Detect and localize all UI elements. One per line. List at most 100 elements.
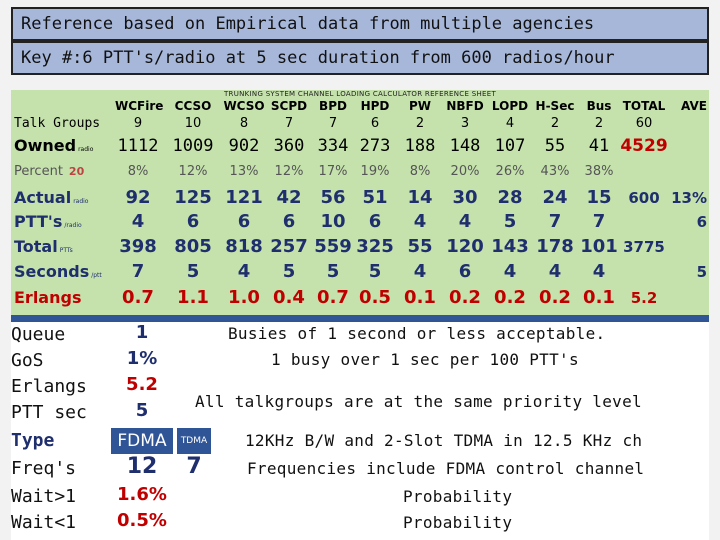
table-cell: 20% bbox=[450, 164, 480, 179]
queue-label: Queue bbox=[11, 324, 66, 345]
note-busies-1: Busies of 1 second or less acceptable. bbox=[228, 324, 606, 343]
table-cell: 7 bbox=[131, 261, 145, 282]
total-header: TOTAL bbox=[622, 99, 666, 113]
column-header-row: WCFire CCSO WCSO SCPD BPD HPD PW NBFD LOPD H-Sec B… bbox=[11, 94, 709, 118]
table-cell: 10 bbox=[184, 116, 202, 131]
table-cell: 1.1 bbox=[177, 287, 209, 308]
table-cell: 6 bbox=[237, 211, 251, 232]
table-cell: 4 bbox=[131, 211, 145, 232]
ptts-row: PTT's/radio 4 6 6 6 10 6 4 4 5 7 7 6 bbox=[11, 210, 709, 234]
table-cell: 4 bbox=[548, 261, 562, 282]
table-cell: 55 bbox=[407, 236, 433, 257]
gos-label: GoS bbox=[11, 350, 44, 371]
note-priority: All talkgroups are at the same priority … bbox=[195, 392, 642, 411]
table-cell: 334 bbox=[317, 136, 349, 156]
percent-row: Percent 20 8% 12% 13% 12% 17% 19% 8% 20% 26% 43% 38% bbox=[11, 160, 709, 184]
table-cell: 5 bbox=[368, 261, 382, 282]
table-cell: 6 bbox=[370, 116, 380, 131]
table-cell: 8% bbox=[409, 164, 431, 179]
table-cell: 8 bbox=[239, 116, 249, 131]
column-header: BPD bbox=[319, 99, 347, 113]
table-cell: 0.2 bbox=[449, 287, 481, 308]
row-label-text: Owned bbox=[14, 136, 77, 155]
table-cell: 1112 bbox=[117, 136, 159, 156]
divider-strip bbox=[11, 315, 709, 323]
table-cell: 559 bbox=[314, 236, 352, 257]
column-header: CCSO bbox=[174, 99, 212, 113]
row-label-text: Total bbox=[14, 237, 58, 256]
note-probability-1: Probability bbox=[403, 487, 513, 506]
table-cell: 5 bbox=[186, 261, 200, 282]
table-cell: 4 bbox=[237, 261, 251, 282]
column-header: WCFire bbox=[115, 99, 164, 113]
erlangs-label: Erlangs bbox=[11, 376, 87, 397]
table-cell: 121 bbox=[225, 187, 263, 208]
actual-row: Actual radio 92 125 121 42 56 51 14 30 28 24 15 600 13… bbox=[11, 186, 709, 210]
table-cell: 7 bbox=[328, 116, 338, 131]
table-cell: 10 bbox=[320, 211, 346, 232]
row-label-number: 20 bbox=[68, 165, 85, 178]
table-cell: 4 bbox=[413, 261, 427, 282]
table-cell: 6 bbox=[368, 211, 382, 232]
table-cell: 41 bbox=[588, 136, 610, 156]
table-cell: 5 bbox=[282, 261, 296, 282]
table-cell: 24 bbox=[542, 187, 568, 208]
column-header: PW bbox=[408, 99, 432, 113]
table-cell: 101 bbox=[580, 236, 618, 257]
row-label-text: Erlangs bbox=[14, 288, 82, 307]
table-cell: 4 bbox=[592, 261, 606, 282]
table-cell: 3 bbox=[460, 116, 470, 131]
table-cell: 143 bbox=[491, 236, 529, 257]
ptt-sec-value: 5 bbox=[135, 400, 149, 421]
erlangs-row: Erlangs 0.7 1.1 1.0 0.4 0.7 0.5 0.1 0.2 0.2 0.2 0.1… bbox=[11, 286, 709, 310]
table-cell: 360 bbox=[273, 136, 305, 156]
wait-gt-value: 1.6% bbox=[117, 484, 167, 505]
table-cell: 8% bbox=[127, 164, 149, 179]
table-cell: 805 bbox=[174, 236, 212, 257]
ave-cell: 13% bbox=[671, 189, 707, 207]
table-cell: 6 bbox=[282, 211, 296, 232]
table-cell: 9 bbox=[133, 116, 143, 131]
summary-panel: Queue 1 GoS 1% Erlangs 5.2 PTT sec 5 Typ… bbox=[11, 322, 709, 540]
erlangs-value: 5.2 bbox=[126, 374, 158, 395]
table-cell: 273 bbox=[359, 136, 391, 156]
table-caption: TRUNKING SYSTEM CHANNEL LOADING CALCULAT… bbox=[223, 90, 497, 98]
table-cell: 398 bbox=[119, 236, 157, 257]
table-cell: 902 bbox=[228, 136, 260, 156]
freqs-label: Freq's bbox=[11, 458, 77, 479]
table-cell: 13% bbox=[229, 164, 259, 179]
table-cell: 325 bbox=[356, 236, 394, 257]
table-cell: 2 bbox=[594, 116, 604, 131]
talk-groups-row: Talk Groups 9 10 8 7 7 6 2 3 4 2 2 60 bbox=[11, 112, 709, 136]
wait-lt-label: Wait<1 bbox=[11, 512, 77, 533]
key-header: Key #:6 PTT's/radio at 5 sec duration fr… bbox=[11, 41, 709, 75]
table-cell: 257 bbox=[270, 236, 308, 257]
row-label: Erlangs bbox=[14, 286, 81, 310]
column-header: Bus bbox=[586, 99, 612, 113]
row-label-unit: radio bbox=[73, 198, 89, 205]
wait-gt-label: Wait>1 bbox=[11, 486, 77, 507]
table-cell: 818 bbox=[225, 236, 263, 257]
table-cell: 4 bbox=[458, 211, 472, 232]
table-cell: 7 bbox=[284, 116, 294, 131]
row-label: Percent 20 bbox=[14, 160, 84, 184]
row-label-unit: PTTs bbox=[59, 247, 73, 254]
table-cell: 4 bbox=[413, 211, 427, 232]
table-cell: 0.5 bbox=[359, 287, 391, 308]
ave-header: AVE bbox=[681, 99, 707, 113]
gos-value: 1% bbox=[126, 348, 158, 369]
calculator-table: TRUNKING SYSTEM CHANNEL LOADING CALCULAT… bbox=[11, 90, 709, 315]
reference-header-text: Reference based on Empirical data from m… bbox=[21, 14, 595, 34]
table-cell: 6 bbox=[458, 261, 472, 282]
table-cell: 26% bbox=[495, 164, 525, 179]
table-cell: 0.1 bbox=[404, 287, 436, 308]
row-label-text: Percent bbox=[14, 164, 63, 179]
total-row: Total PTTs 398 805 818 257 559 325 55 120 143 178 10… bbox=[11, 235, 709, 259]
table-cell: 19% bbox=[360, 164, 390, 179]
table-cell: 0.7 bbox=[122, 287, 154, 308]
table-cell: 5 bbox=[326, 261, 340, 282]
column-header: H-Sec bbox=[535, 99, 575, 113]
table-cell: 0.2 bbox=[539, 287, 571, 308]
table-cell: 0.7 bbox=[317, 287, 349, 308]
row-label: Total PTTs bbox=[14, 235, 73, 263]
